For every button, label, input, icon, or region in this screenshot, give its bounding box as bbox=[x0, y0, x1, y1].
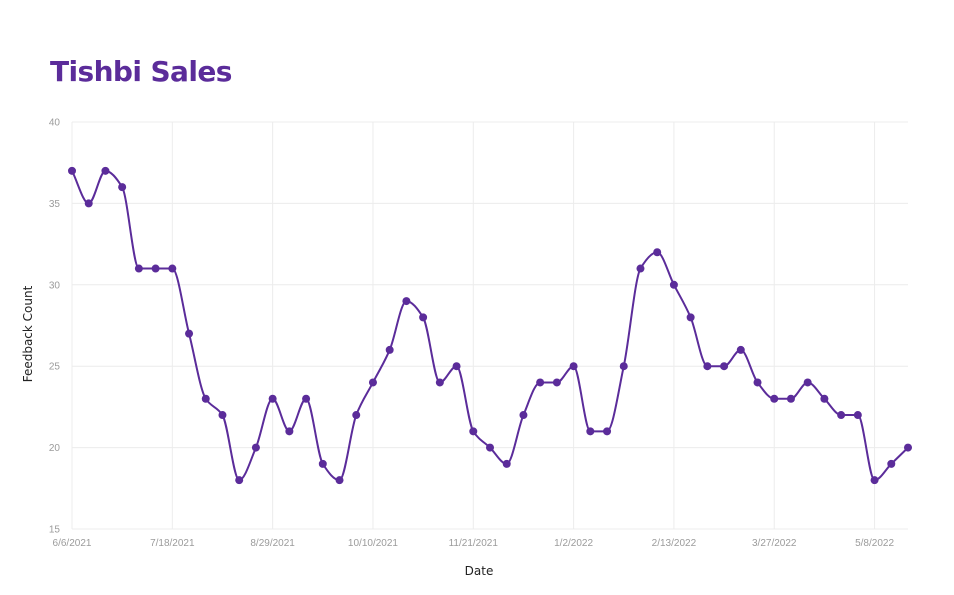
data-point[interactable] bbox=[753, 378, 762, 387]
data-point[interactable] bbox=[603, 427, 612, 436]
data-point[interactable] bbox=[469, 427, 478, 436]
grid bbox=[71, 121, 908, 530]
y-tick-label: 15 bbox=[49, 525, 61, 536]
x-axis: 6/6/2021 7/18/2021 8/29/2021 10/10/2021 11/2… bbox=[53, 538, 895, 549]
data-point[interactable] bbox=[302, 394, 311, 403]
data-point[interactable] bbox=[486, 443, 494, 452]
y-tick-label: 30 bbox=[49, 280, 61, 291]
x-tick-label: 6/6/2021 bbox=[53, 538, 92, 549]
data-point[interactable] bbox=[653, 248, 662, 257]
data-point[interactable] bbox=[569, 362, 578, 371]
data-point[interactable] bbox=[435, 378, 444, 387]
data-point[interactable] bbox=[201, 394, 210, 403]
data-point[interactable] bbox=[251, 443, 260, 452]
data-point[interactable] bbox=[335, 476, 344, 485]
data-point[interactable] bbox=[368, 378, 377, 387]
series-line bbox=[71, 169, 909, 482]
data-point[interactable] bbox=[703, 362, 712, 371]
data-point[interactable] bbox=[134, 264, 143, 273]
chart-title: Tishbi Sales bbox=[50, 55, 232, 88]
data-point[interactable] bbox=[318, 459, 327, 468]
data-point[interactable] bbox=[168, 264, 177, 273]
data-point[interactable] bbox=[235, 476, 244, 485]
data-point[interactable] bbox=[669, 280, 678, 289]
data-point[interactable] bbox=[736, 345, 745, 354]
x-tick-label: 8/29/2021 bbox=[250, 538, 295, 549]
data-point[interactable] bbox=[519, 411, 528, 420]
data-point[interactable] bbox=[552, 378, 561, 387]
x-tick-label: 10/10/2021 bbox=[348, 538, 398, 549]
data-point[interactable] bbox=[452, 362, 461, 371]
data-point[interactable] bbox=[352, 411, 361, 420]
data-point[interactable] bbox=[636, 264, 645, 273]
x-tick-label: 3/27/2022 bbox=[752, 538, 797, 549]
data-point[interactable] bbox=[118, 183, 127, 192]
data-point[interactable] bbox=[870, 476, 879, 485]
y-axis-title: Feedback Count bbox=[21, 285, 35, 382]
data-point[interactable] bbox=[185, 329, 194, 338]
data-point[interactable] bbox=[218, 411, 227, 420]
data-point[interactable] bbox=[151, 264, 160, 273]
y-tick-label: 25 bbox=[49, 362, 61, 373]
x-tick-label: 7/18/2021 bbox=[150, 538, 195, 549]
data-point[interactable] bbox=[268, 394, 277, 403]
data-point[interactable] bbox=[285, 427, 294, 436]
data-point[interactable] bbox=[837, 411, 846, 420]
data-point[interactable] bbox=[68, 166, 76, 175]
data-point[interactable] bbox=[786, 394, 795, 403]
data-point[interactable] bbox=[686, 313, 695, 322]
data-point[interactable] bbox=[820, 394, 829, 403]
y-axis: 15 20 25 30 35 40 bbox=[49, 118, 61, 536]
x-axis-title: Date bbox=[465, 564, 494, 578]
y-tick-label: 35 bbox=[49, 199, 61, 210]
data-point[interactable] bbox=[385, 345, 394, 354]
data-point[interactable] bbox=[770, 394, 779, 403]
y-tick-label: 40 bbox=[49, 118, 61, 129]
data-point[interactable] bbox=[904, 443, 912, 452]
series bbox=[68, 166, 912, 485]
data-point[interactable] bbox=[502, 459, 511, 468]
data-point[interactable] bbox=[101, 166, 110, 175]
data-point[interactable] bbox=[419, 313, 428, 322]
x-tick-label: 5/8/2022 bbox=[855, 538, 894, 549]
data-point[interactable] bbox=[402, 297, 411, 306]
data-point[interactable] bbox=[853, 411, 862, 420]
data-point[interactable] bbox=[720, 362, 729, 371]
data-point[interactable] bbox=[887, 459, 896, 468]
x-tick-label: 2/13/2022 bbox=[652, 538, 697, 549]
data-point[interactable] bbox=[84, 199, 93, 208]
y-tick-label: 20 bbox=[49, 443, 61, 454]
data-point[interactable] bbox=[619, 362, 628, 371]
data-point[interactable] bbox=[803, 378, 812, 387]
data-point[interactable] bbox=[586, 427, 595, 436]
x-tick-label: 11/21/2021 bbox=[449, 538, 499, 549]
data-point[interactable] bbox=[536, 378, 545, 387]
x-tick-label: 1/2/2022 bbox=[554, 538, 593, 549]
